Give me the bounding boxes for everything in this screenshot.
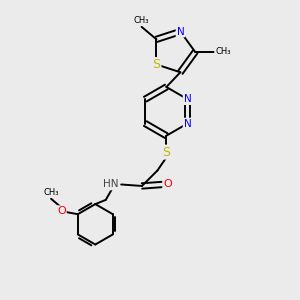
Text: O: O <box>163 179 172 190</box>
Text: CH₃: CH₃ <box>215 47 231 56</box>
Text: O: O <box>57 206 66 216</box>
Text: N: N <box>184 118 191 128</box>
Text: CH₃: CH₃ <box>43 188 59 197</box>
Text: S: S <box>152 58 160 71</box>
Text: N: N <box>176 27 184 37</box>
Text: HN: HN <box>103 179 119 190</box>
Text: S: S <box>162 146 170 159</box>
Text: CH₃: CH₃ <box>134 16 149 25</box>
Text: N: N <box>184 94 191 104</box>
